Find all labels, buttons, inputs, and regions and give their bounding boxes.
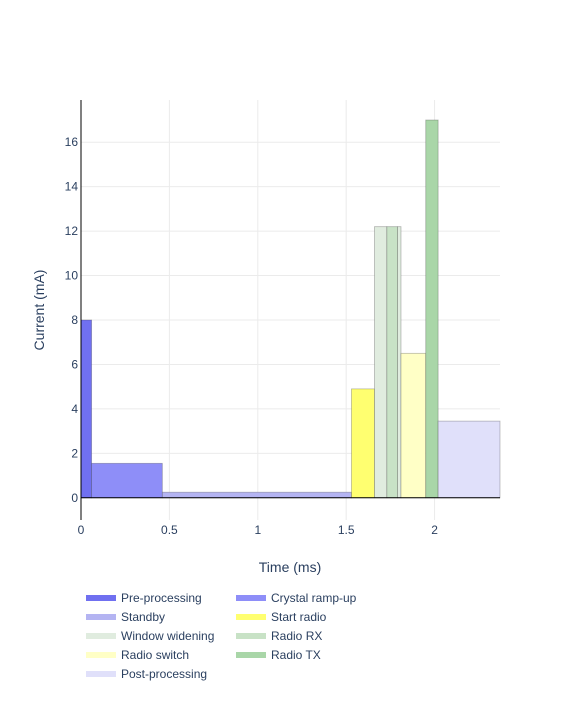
legend-label: Window widening: [121, 629, 214, 643]
bar-window-widening: [374, 226, 388, 499]
legend-item[interactable]: Radio RX: [236, 629, 322, 643]
legend-label: Pre-processing: [121, 591, 202, 605]
legend-label: Radio TX: [271, 648, 321, 662]
y-tick-label: 2: [71, 446, 78, 460]
bar-radio-switch: [400, 352, 427, 499]
bar-standby: [161, 491, 352, 499]
legend-item[interactable]: Radio switch: [86, 648, 189, 662]
x-tick-label: 1.5: [338, 523, 355, 537]
x-tick-label: 0: [78, 523, 85, 537]
y-tick-label: 10: [65, 269, 79, 283]
bar-crystal-ramp-up: [91, 462, 163, 499]
legend-label: Standby: [121, 610, 165, 624]
y-tick-label: 14: [65, 180, 79, 194]
y-tick-label: 12: [65, 224, 79, 238]
axes-layer: [80, 100, 500, 520]
legend-label: Crystal ramp-up: [271, 591, 357, 605]
bars-layer: [80, 119, 501, 499]
x-tick-label: 0.5: [161, 523, 178, 537]
legend-swatch: [236, 614, 266, 620]
legend-label: Start radio: [271, 610, 327, 624]
y-axis-title: Current (mA): [31, 270, 47, 351]
bar-radio-tx: [425, 119, 439, 499]
legend-swatch: [236, 652, 266, 658]
legend-item[interactable]: Window widening: [86, 629, 214, 643]
legend-swatch: [86, 671, 116, 677]
bar-post-processing: [437, 420, 501, 499]
legend-swatch: [86, 633, 116, 639]
bar-start-radio: [351, 388, 375, 499]
legend-item[interactable]: Start radio: [236, 610, 327, 624]
legend-item[interactable]: Crystal ramp-up: [236, 591, 357, 605]
legend-item[interactable]: Post-processing: [86, 667, 207, 681]
x-axis-title: Time (ms): [259, 559, 321, 575]
y-tick-label: 4: [71, 402, 78, 416]
legend-swatch: [86, 595, 116, 601]
legend-item[interactable]: Pre-processing: [86, 591, 202, 605]
y-tick-label: 16: [65, 135, 79, 149]
y-tick-label: 8: [71, 313, 78, 327]
y-tick-label: 0: [71, 491, 78, 505]
legend-swatch: [236, 633, 266, 639]
legend-swatch: [86, 652, 116, 658]
y-tick-label: 6: [71, 357, 78, 371]
legend-label: Radio switch: [121, 648, 189, 662]
ticks-layer: 0 0.5 1 1.5 2 0 2 4 6 8 10 12 14 16: [65, 135, 439, 537]
bar-pre-processing: [80, 319, 93, 499]
legend: Pre-processing Crystal ramp-up Standby Star…: [86, 591, 357, 681]
x-tick-label: 1: [254, 523, 261, 537]
legend-label: Post-processing: [121, 667, 207, 681]
bar-window-widening: [397, 226, 402, 499]
legend-swatch: [86, 614, 116, 620]
legend-item[interactable]: Radio TX: [236, 648, 321, 662]
legend-item[interactable]: Standby: [86, 610, 165, 624]
bar-radio-rx: [386, 226, 398, 499]
x-tick-label: 2: [431, 523, 438, 537]
legend-label: Radio RX: [271, 629, 322, 643]
legend-swatch: [236, 595, 266, 601]
